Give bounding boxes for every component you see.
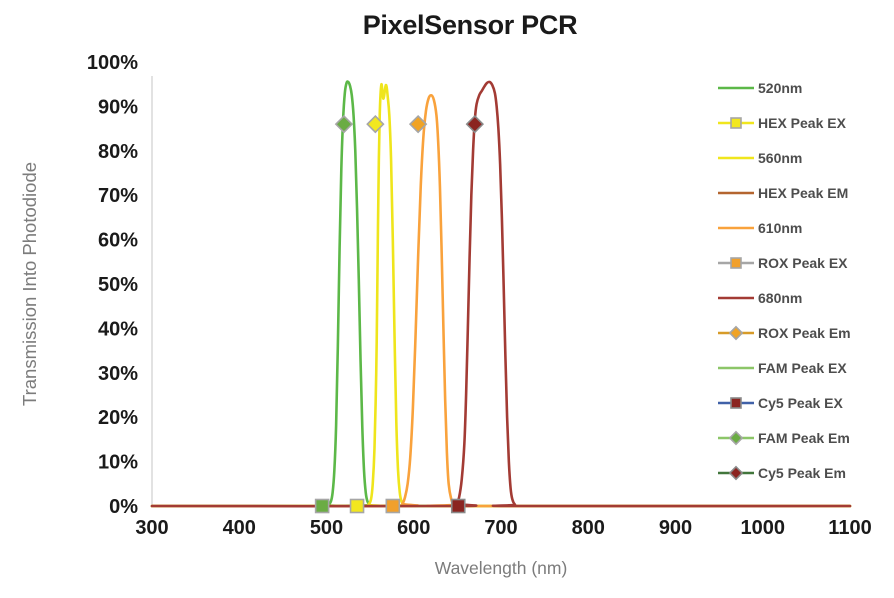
legend-label: ROX Peak Em xyxy=(758,324,851,341)
legend: 520nm HEX Peak EX 560nm HEX Peak EM 610nm ROX… xyxy=(717,70,889,490)
legend-item-rox-peak-em: ROX Peak Em xyxy=(717,315,889,350)
filter-curve-680nm xyxy=(150,80,852,508)
legend-swatch xyxy=(718,156,754,159)
legend-item-cy5-peak-em: Cy5 Peak Em xyxy=(717,455,889,490)
x-tick-label: 600 xyxy=(397,517,430,539)
legend-item-hex-peak-ex: HEX Peak EX xyxy=(717,105,889,140)
legend-label: FAM Peak Em xyxy=(758,429,850,446)
peak-marker-fam-peak-em xyxy=(334,114,354,134)
y-tick-label: 50% xyxy=(98,274,138,296)
peak-marker-hex-peak-em xyxy=(366,114,385,134)
legend-item-fam-peak-em: FAM Peak Em xyxy=(717,420,889,455)
legend-label: FAM Peak EX xyxy=(758,359,847,376)
x-tick-label: 300 xyxy=(135,517,168,539)
legend-swatch xyxy=(718,465,754,480)
legend-label: HEX Peak EM xyxy=(758,184,849,201)
legend-label: 610nm xyxy=(758,219,803,236)
peak-marker-hex-peak-ex xyxy=(349,498,365,514)
y-tick-label: 70% xyxy=(98,185,138,207)
legend-item-560nm: 560nm xyxy=(717,140,889,175)
legend-swatch xyxy=(718,430,754,445)
legend-label: 560nm xyxy=(758,149,803,166)
x-tick-label: 900 xyxy=(659,517,692,539)
x-tick-label: 1100 xyxy=(828,517,871,539)
y-tick-label: 100% xyxy=(87,52,138,74)
legend-marker-square xyxy=(730,116,742,129)
legend-marker-diamond xyxy=(728,325,744,340)
legend-swatch xyxy=(718,226,754,229)
legend-swatch xyxy=(718,296,754,299)
x-tick-label: 700 xyxy=(484,517,517,539)
x-axis-title: Wavelength (nm) xyxy=(434,558,568,578)
filter-curve-610nm xyxy=(150,93,852,508)
peak-marker-cy5-peak-ex xyxy=(450,498,466,514)
legend-label: 680nm xyxy=(758,289,803,306)
legend-swatch xyxy=(718,396,754,409)
legend-swatch xyxy=(718,116,754,129)
peak-marker-cy5-peak-em xyxy=(465,114,485,134)
chart-title: PixelSensor PCR xyxy=(362,10,578,40)
legend-marker-diamond xyxy=(728,430,744,445)
y-tick-label: 20% xyxy=(98,407,138,429)
legend-item-cy5-peak-ex: Cy5 Peak EX xyxy=(717,385,889,420)
y-tick-label: 80% xyxy=(98,141,138,163)
filter-curve-520nm xyxy=(150,80,852,508)
legend-label: Cy5 Peak EX xyxy=(758,394,843,411)
y-tick-label: 40% xyxy=(98,318,138,340)
legend-marker-diamond xyxy=(728,465,744,480)
legend-item-520nm: 520nm xyxy=(717,70,889,105)
legend-item-680nm: 680nm xyxy=(717,280,889,315)
legend-item-fam-peak-ex: FAM Peak EX xyxy=(717,350,889,385)
legend-label: HEX Peak EX xyxy=(758,114,846,131)
legend-swatch xyxy=(718,256,754,269)
legend-item-hex-peak-em: HEX Peak EM xyxy=(717,175,889,210)
legend-swatch xyxy=(718,191,754,194)
filter-curve-560nm xyxy=(150,82,852,508)
legend-label: Cy5 Peak Em xyxy=(758,464,846,481)
y-tick-label: 10% xyxy=(98,452,138,474)
x-tick-label: 800 xyxy=(572,517,605,539)
y-tick-label: 60% xyxy=(98,230,138,252)
y-tick-label: 90% xyxy=(98,96,138,118)
legend-item-rox-peak-ex: ROX Peak EX xyxy=(717,245,889,280)
legend-label: ROX Peak EX xyxy=(758,254,848,271)
legend-swatch xyxy=(718,366,754,369)
x-tick-label: 400 xyxy=(223,517,256,539)
peak-marker-rox-peak-em xyxy=(408,114,428,134)
y-tick-label: 0% xyxy=(109,496,138,518)
legend-label: 520nm xyxy=(758,79,803,96)
x-tick-label: 1000 xyxy=(741,517,786,539)
legend-item-610nm: 610nm xyxy=(717,210,889,245)
legend-marker-square xyxy=(730,256,742,269)
peak-marker-rox-peak-ex xyxy=(385,498,401,514)
y-tick-label: 30% xyxy=(98,363,138,385)
legend-swatch xyxy=(718,325,754,340)
peak-marker-fam-peak-ex xyxy=(314,498,330,514)
legend-swatch xyxy=(718,86,754,89)
legend-marker-square xyxy=(730,396,742,409)
x-tick-label: 500 xyxy=(310,517,343,539)
